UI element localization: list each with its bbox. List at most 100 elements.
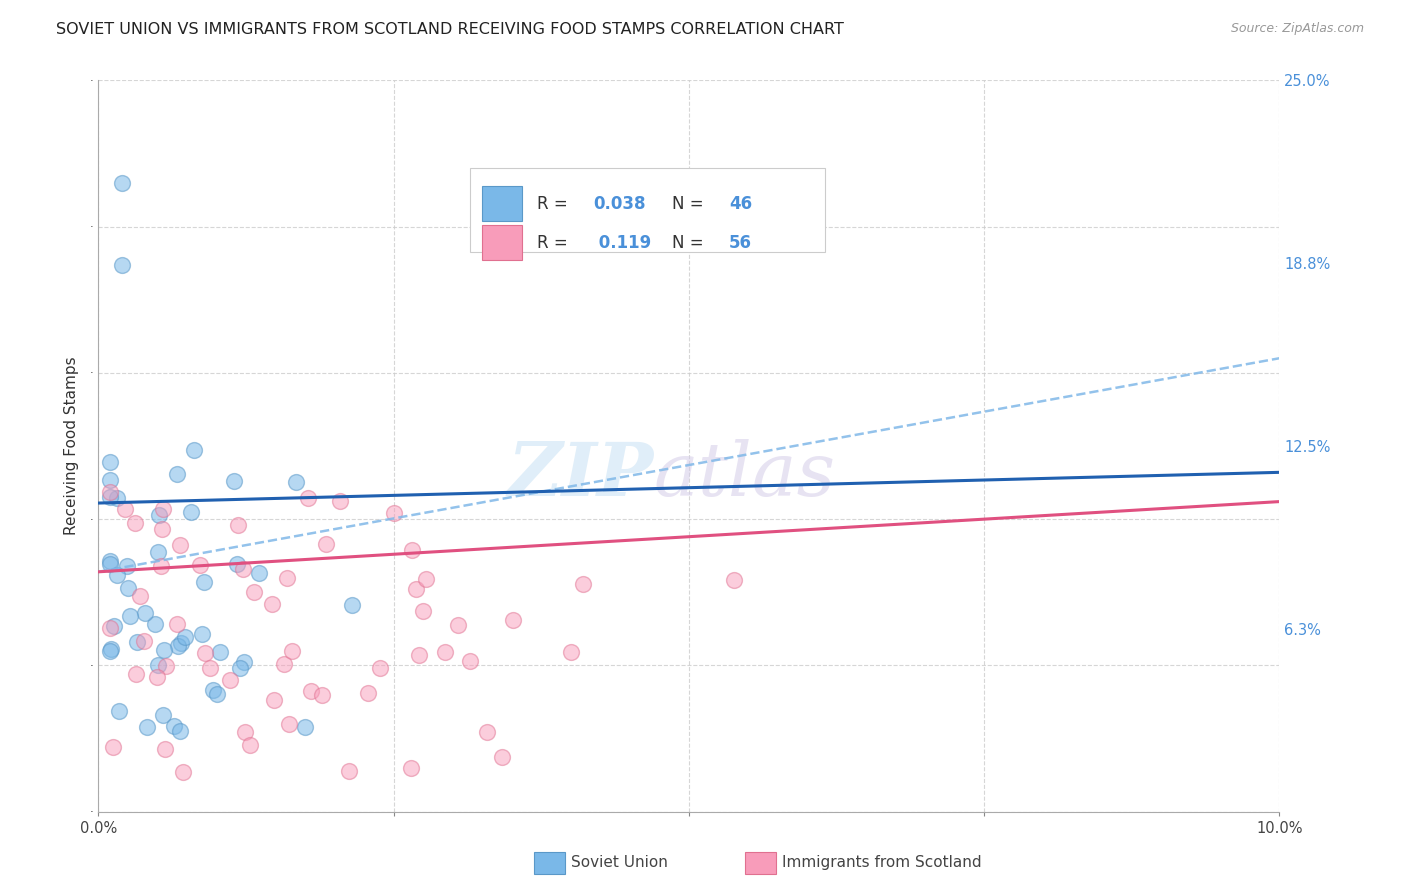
Point [278,717,301,731]
Y-axis label: Receiving Food Stamps: Receiving Food Stamps [65,357,79,535]
Point [134,606,156,620]
Point [198,661,221,675]
Point [145,669,167,683]
Point [108,704,131,718]
Point [188,558,211,572]
Bar [482,225,523,260]
Point [174,630,197,644]
Point [433,645,456,659]
Point [98,554,121,568]
Point [169,724,191,739]
Point [502,614,524,628]
Point [105,568,128,582]
Point [193,575,215,590]
Point [124,516,146,530]
Point [260,597,283,611]
Point [166,617,188,632]
Point [169,538,191,552]
Point [315,536,337,550]
Point [273,657,295,671]
Text: Immigrants from Scotland: Immigrants from Scotland [782,855,981,870]
Point [276,571,298,585]
Point [405,582,427,596]
Point [135,720,157,734]
Point [491,749,513,764]
Point [125,635,148,649]
Point [100,642,122,657]
Point [170,636,193,650]
Text: R =: R = [537,194,572,213]
Point [560,645,582,659]
Point [401,543,423,558]
Point [218,673,240,688]
Text: 46: 46 [730,194,752,213]
Point [297,491,319,506]
Point [299,683,322,698]
Point [232,562,254,576]
Text: 0.119: 0.119 [593,234,651,252]
Point [340,598,363,612]
Point [477,724,499,739]
Point [103,619,125,633]
Point [415,572,437,586]
Point [412,604,434,618]
Point [98,473,121,487]
Point [125,666,148,681]
Text: N =: N = [672,234,709,252]
Text: R =: R = [537,234,572,252]
Point [233,724,256,739]
Point [146,658,169,673]
Point [167,640,190,654]
Point [153,742,176,756]
Text: 56: 56 [730,234,752,252]
Point [117,582,139,596]
Point [155,658,177,673]
Point [368,660,391,674]
Point [150,522,173,536]
Text: N =: N = [672,194,709,213]
Point [281,644,304,658]
Point [194,646,217,660]
FancyBboxPatch shape [471,168,825,252]
Point [239,738,262,752]
Point [153,643,176,657]
Point [243,585,266,599]
Point [134,634,156,648]
Point [294,720,316,734]
Point [98,622,121,636]
Point [233,655,256,669]
Point [111,258,134,272]
Point [447,617,470,632]
Point [311,688,333,702]
Point [98,455,121,469]
Point [191,627,214,641]
Point [105,491,128,506]
Point [145,616,167,631]
Text: Soviet Union: Soviet Union [571,855,668,870]
Point [263,693,285,707]
Point [98,643,121,657]
Point [98,485,121,500]
Point [111,176,134,190]
Point [209,645,232,659]
Point [152,708,174,723]
Point [357,686,380,700]
Point [149,559,172,574]
Text: ZIP: ZIP [508,439,654,511]
Point [103,739,125,754]
Point [399,761,422,775]
Point [329,494,352,508]
Point [120,609,142,624]
Text: Source: ZipAtlas.com: Source: ZipAtlas.com [1230,22,1364,36]
Point [148,508,170,523]
Point [115,558,138,573]
Point [247,566,270,581]
Point [285,475,308,489]
Point [723,573,745,587]
Point [163,719,186,733]
Point [205,687,228,701]
Point [180,505,202,519]
Point [172,764,194,779]
Point [408,648,430,662]
Point [114,501,136,516]
